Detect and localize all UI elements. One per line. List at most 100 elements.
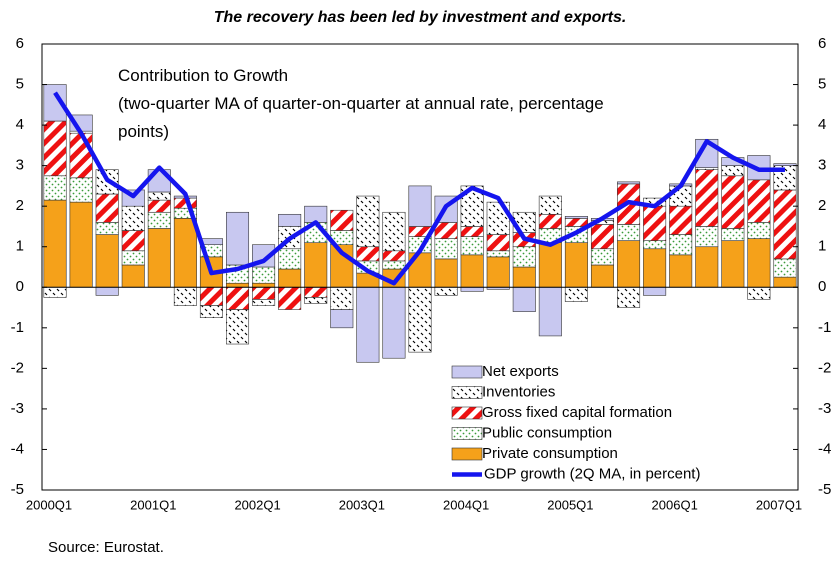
bar-segment — [643, 205, 667, 241]
annotation: points) — [118, 122, 169, 141]
bar-segment — [643, 286, 667, 296]
bar-segment — [382, 250, 406, 262]
y2-tick-label: -5 — [818, 481, 831, 498]
bar-segment — [408, 286, 432, 353]
bar-segment — [590, 264, 614, 288]
bar-segment — [773, 163, 797, 166]
y-tick-label: 5 — [16, 76, 24, 93]
bar-segment — [356, 286, 380, 363]
bar-segment — [199, 286, 223, 306]
bar-segment — [147, 211, 171, 229]
gdp-line — [53, 91, 785, 286]
bar-segment — [486, 256, 510, 288]
bar-segment — [147, 228, 171, 288]
chart-title: The recovery has been led by investment … — [214, 9, 627, 26]
bar-segment — [252, 286, 276, 300]
bar-segment — [434, 222, 458, 239]
bar-segment — [590, 224, 614, 250]
y-tick-label: 0 — [16, 278, 24, 295]
bar-segment — [278, 248, 302, 270]
bar-segment — [747, 179, 771, 223]
bar-segment — [695, 169, 719, 227]
bar-segment — [252, 282, 276, 288]
legend-swatch — [451, 386, 483, 399]
bar-segment — [69, 132, 93, 179]
bar-segment — [356, 246, 380, 262]
bar-segment — [460, 226, 484, 237]
bar-segment — [278, 268, 302, 288]
bar-segment — [460, 254, 484, 288]
bar-segment — [747, 286, 771, 300]
bar-segment — [43, 286, 67, 298]
x-tick-label: 2006Q1 — [652, 497, 698, 512]
bar-segment — [695, 167, 719, 170]
legend-swatch — [451, 365, 483, 379]
bar-segment — [564, 242, 588, 288]
y-tick-label: 2 — [16, 197, 24, 214]
bar-segment — [721, 165, 745, 177]
y2-tick-label: -2 — [818, 359, 831, 376]
bar-segment — [747, 222, 771, 239]
bar-segment — [330, 309, 354, 329]
annotation: (two-quarter MA of quarter-on-quarter at… — [118, 94, 604, 113]
y2-tick-label: 6 — [818, 35, 826, 52]
bar-segment — [278, 213, 302, 227]
y-tick-label: -3 — [11, 400, 24, 417]
legend-label: Inventories — [482, 383, 555, 400]
y2-tick-label: 1 — [818, 238, 826, 255]
y2-tick-label: 5 — [818, 76, 826, 93]
bar-segment — [538, 213, 562, 229]
bar-segment — [669, 254, 693, 288]
y2-tick-label: 0 — [818, 278, 826, 295]
bar-segment — [173, 218, 197, 288]
bar-segment — [643, 240, 667, 250]
bar-segment — [147, 199, 171, 213]
bar-segment — [147, 191, 171, 201]
bar-segment — [226, 282, 250, 288]
x-tick-label: 2005Q1 — [547, 497, 593, 512]
bar-segment — [486, 250, 510, 258]
bar-segment — [43, 175, 67, 201]
x-tick-label: 2003Q1 — [339, 497, 385, 512]
bar-segment — [617, 240, 641, 288]
legend-label: Public consumption — [482, 424, 612, 441]
source: Source: Eurostat. — [48, 539, 164, 556]
bar-segment — [95, 222, 119, 235]
y-tick-label: -2 — [11, 359, 24, 376]
bar-segment — [304, 205, 328, 223]
y-tick-label: -5 — [11, 481, 24, 498]
y-tick-label: 4 — [16, 116, 24, 133]
y2-tick-label: 3 — [818, 157, 826, 174]
bar-segment — [121, 264, 145, 288]
bar-segment — [643, 248, 667, 288]
bar-segment — [669, 234, 693, 256]
bar-segment — [173, 286, 197, 306]
bar-segment — [721, 228, 745, 241]
y2-tick-label: 2 — [818, 197, 826, 214]
bar-segment — [43, 199, 67, 288]
legend-swatch — [451, 447, 483, 461]
bar-segment — [382, 260, 406, 270]
bar-segment — [95, 193, 119, 223]
y-tick-label: 1 — [16, 238, 24, 255]
bar-segment — [382, 286, 406, 359]
bar-segment — [617, 181, 641, 185]
bar-segment — [747, 238, 771, 288]
bar-segment — [669, 185, 693, 207]
bar-segment — [95, 286, 119, 296]
bar-segment — [512, 266, 536, 288]
y-tick-label: 3 — [16, 157, 24, 174]
y-tick-label: 6 — [16, 35, 24, 52]
bar-segment — [486, 234, 510, 252]
y2-tick-label: -1 — [818, 319, 831, 336]
plot — [42, 84, 798, 363]
bar-segment — [721, 175, 745, 229]
bar-segment — [617, 286, 641, 308]
bar-segment — [69, 177, 93, 203]
y-tick-label: -4 — [11, 440, 24, 457]
bar-segment — [278, 286, 302, 310]
plot-frame — [41, 43, 799, 491]
bar-segment — [226, 309, 250, 345]
bar-segment — [121, 250, 145, 266]
